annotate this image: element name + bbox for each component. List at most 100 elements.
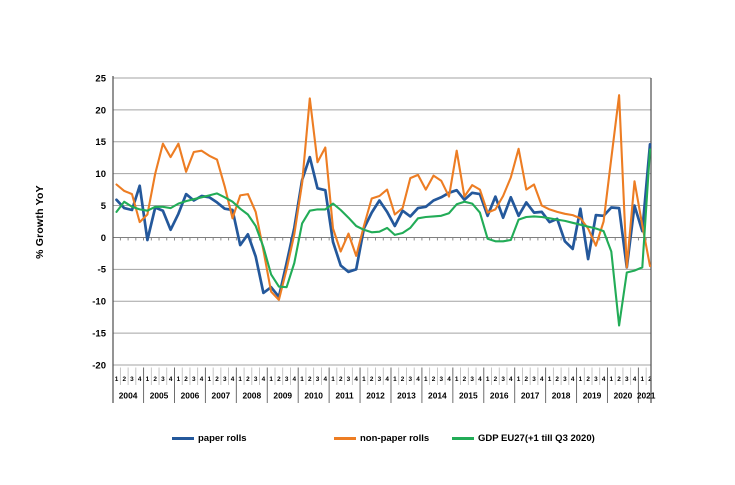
x-quarter-label: 4 [293,376,297,383]
x-quarter-label: 3 [347,376,351,383]
x-quarter-label: 4 [416,376,420,383]
x-year-label: 2013 [397,391,416,401]
x-year-label: 2010 [304,391,323,401]
x-quarter-label: 2 [246,376,250,383]
x-quarter-label: 4 [262,376,266,383]
x-quarter-label: 1 [393,376,397,383]
x-quarter-label: 3 [563,376,567,383]
x-quarter-label: 4 [633,376,637,383]
x-year-label: 2015 [459,391,478,401]
x-year-label: 2016 [490,391,509,401]
series-line-non-paper-rolls [115,94,652,301]
x-quarter-label: 4 [509,376,513,383]
x-quarter-label: 1 [486,376,490,383]
legend-label-gdp-eu27: GDP EU27(+1 till Q3 2020) [478,432,595,444]
x-year-label: 2012 [366,391,385,401]
x-quarter-label: 3 [130,376,134,383]
y-axis-title: % Growth YoY [20,146,46,296]
x-quarter-label: 3 [409,376,413,383]
x-quarter-label: 4 [138,376,142,383]
x-year-label: 2007 [212,391,231,401]
x-year-label: 2004 [119,391,138,401]
x-quarter-label: 2 [184,376,188,383]
x-quarter-label: 2 [617,376,621,383]
legend-item-non-paper-rolls: non-paper rolls [334,430,429,446]
x-quarter-label: 2 [586,376,590,383]
x-quarter-label: 1 [579,376,583,383]
x-year-label: 2019 [583,391,602,401]
x-quarter-label: 3 [223,376,227,383]
x-quarter-label: 2 [401,376,405,383]
y-tick-label: -10 [92,297,106,308]
y-tick-label: -15 [92,329,106,340]
x-quarter-label: 1 [610,376,614,383]
x-quarter-label: 4 [354,376,358,383]
y-tick-label: -20 [92,360,106,371]
x-quarter-label: 4 [169,376,173,383]
y-tick-label: 10 [95,169,106,180]
x-quarter-label: 4 [478,376,482,383]
x-year-label: 2008 [242,391,261,401]
x-quarter-label: 1 [517,376,521,383]
x-quarter-label: 3 [501,376,505,383]
x-quarter-label: 4 [200,376,204,383]
legend-label-paper-rolls: paper rolls [198,432,247,444]
x-year-label: 2020 [614,391,633,401]
y-tick-label: 25 [95,73,106,84]
x-quarter-label: 1 [331,376,335,383]
legend: paper rolls non-paper rolls GDP EU27(+1 … [0,430,735,450]
y-tick-label: 5 [101,201,107,212]
y-tick-label: 15 [95,137,106,148]
x-quarter-label: 3 [470,376,474,383]
x-year-label: 2005 [150,391,169,401]
x-year-label: 2018 [552,391,571,401]
series-line-paper-rolls [115,142,652,299]
x-year-label: 2014 [428,391,447,401]
y-axis-title-text: % Growth YoY [34,185,46,259]
x-quarter-label: 3 [285,376,289,383]
legend-swatch-gdp-eu27 [452,436,474,440]
x-quarter-label: 4 [447,376,451,383]
x-quarter-label: 3 [532,376,536,383]
x-quarter-label: 4 [385,376,389,383]
x-quarter-label: 2 [215,376,219,383]
x-quarter-label: 2 [555,376,559,383]
x-quarter-label: 1 [362,376,366,383]
x-quarter-label: 2 [153,376,157,383]
x-quarter-label: 3 [161,376,165,383]
x-quarter-label: 3 [378,376,382,383]
x-quarter-label: 2 [494,376,498,383]
x-year-label: 2009 [273,391,292,401]
x-year-label: 2017 [521,391,540,401]
x-quarter-label: 1 [177,376,181,383]
legend-item-gdp-eu27: GDP EU27(+1 till Q3 2020) [452,430,595,446]
x-year-label: 2021 [637,391,656,401]
x-quarter-label: 2 [432,376,436,383]
x-quarter-label: 4 [323,376,327,383]
x-quarter-label: 2 [277,376,281,383]
legend-item-paper-rolls: paper rolls [172,430,247,446]
x-year-label: 2011 [336,391,355,401]
x-quarter-label: 2 [648,376,652,383]
x-quarter-label: 2 [308,376,312,383]
x-quarter-label: 1 [424,376,428,383]
x-quarter-label: 4 [231,376,235,383]
x-quarter-label: 2 [463,376,467,383]
series-line-gdp-eu27-1-till-q3-2020 [115,148,652,327]
x-quarter-label: 3 [439,376,443,383]
x-quarter-label: 1 [146,376,150,383]
y-tick-label: -5 [98,265,107,276]
x-quarter-label: 3 [192,376,196,383]
x-quarter-label: 1 [300,376,304,383]
legend-swatch-paper-rolls [172,436,194,440]
legend-swatch-non-paper-rolls [334,436,356,440]
x-quarter-label: 1 [640,376,644,383]
x-quarter-label: 3 [594,376,598,383]
x-quarter-label: 2 [122,376,126,383]
x-quarter-label: 1 [208,376,212,383]
x-quarter-label: 4 [571,376,575,383]
x-quarter-label: 1 [455,376,459,383]
x-quarter-label: 2 [370,376,374,383]
